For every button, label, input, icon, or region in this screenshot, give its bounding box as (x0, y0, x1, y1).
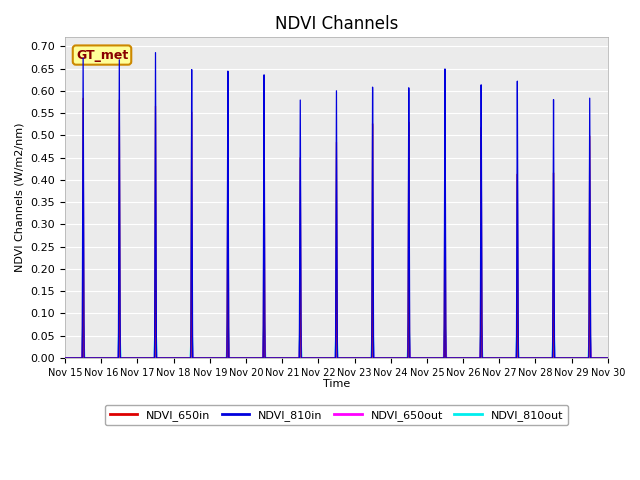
Y-axis label: NDVI Channels (W/m2/nm): NDVI Channels (W/m2/nm) (15, 123, 25, 273)
Legend: NDVI_650in, NDVI_810in, NDVI_650out, NDVI_810out: NDVI_650in, NDVI_810in, NDVI_650out, NDV… (105, 405, 568, 425)
X-axis label: Time: Time (323, 379, 350, 389)
Title: NDVI Channels: NDVI Channels (275, 15, 398, 33)
Text: GT_met: GT_met (76, 48, 128, 61)
